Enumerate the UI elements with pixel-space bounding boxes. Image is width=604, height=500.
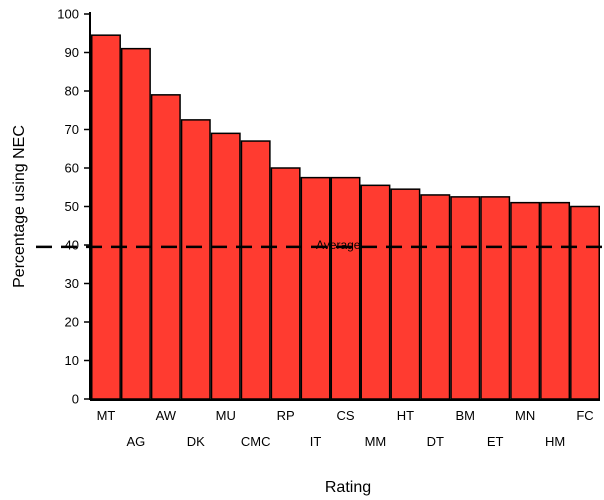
y-tick-label: 0 [72,392,79,407]
bar-rp [270,167,301,400]
x-tick-label-rp: RP [277,408,295,423]
x-axis-tick-labels: MT AG AW DK MU CMC RP IT CS MM HT DT BM ET MN HM FC [97,408,594,449]
bar-mt [91,34,121,400]
x-tick-label-mm: MM [365,434,387,449]
bar-hm [540,201,571,400]
bar-mu [210,132,241,400]
x-tick-label-cmc: CMC [241,434,271,449]
x-tick-label-ht: HT [397,408,414,423]
x-tick-label-dk: DK [187,434,205,449]
average-label: Average [316,238,361,252]
bar-cmc [240,140,271,400]
x-tick-label-et: ET [487,434,504,449]
x-tick-label-hm: HM [545,434,565,449]
bar-cs [330,176,361,400]
y-tick-label: 20 [65,315,79,330]
y-tick-label: 30 [65,276,79,291]
x-tick-label-mu: MU [216,408,236,423]
bar-mn [510,201,541,400]
x-tick-label-aw: AW [156,408,177,423]
y-tick-label: 50 [65,199,79,214]
bars-group [91,34,601,400]
x-tick-label-ag: AG [127,434,146,449]
y-tick-label: 100 [57,7,79,22]
x-tick-label-bm: BM [456,408,476,423]
y-tick-label: 40 [65,238,79,253]
y-tick-label: 70 [65,122,79,137]
x-axis-title: Rating [325,479,371,496]
y-axis-title: Percentage using NEC [11,125,28,288]
bar-mm [360,184,391,400]
x-tick-label-mn: MN [515,408,535,423]
x-tick-label-it: IT [310,434,322,449]
x-tick-label-mt: MT [97,408,116,423]
bar-dk [180,119,211,400]
bar-ag [120,47,151,400]
bar-dt [420,194,451,400]
y-tick-label: 90 [65,45,79,60]
y-tick-label: 10 [65,353,79,368]
bar-ht [390,188,421,400]
x-tick-label-fc: FC [576,408,593,423]
y-tick-label: 60 [65,161,79,176]
bar-it [300,176,331,400]
bar-bm [450,196,481,400]
bar-fc [570,205,601,400]
bar-et [480,196,511,400]
y-tick-label: 80 [65,84,79,99]
x-tick-label-dt: DT [427,434,444,449]
x-tick-label-cs: CS [336,408,354,423]
y-axis-ticks: 0 10 20 30 40 50 60 70 80 90 100 [57,7,90,407]
